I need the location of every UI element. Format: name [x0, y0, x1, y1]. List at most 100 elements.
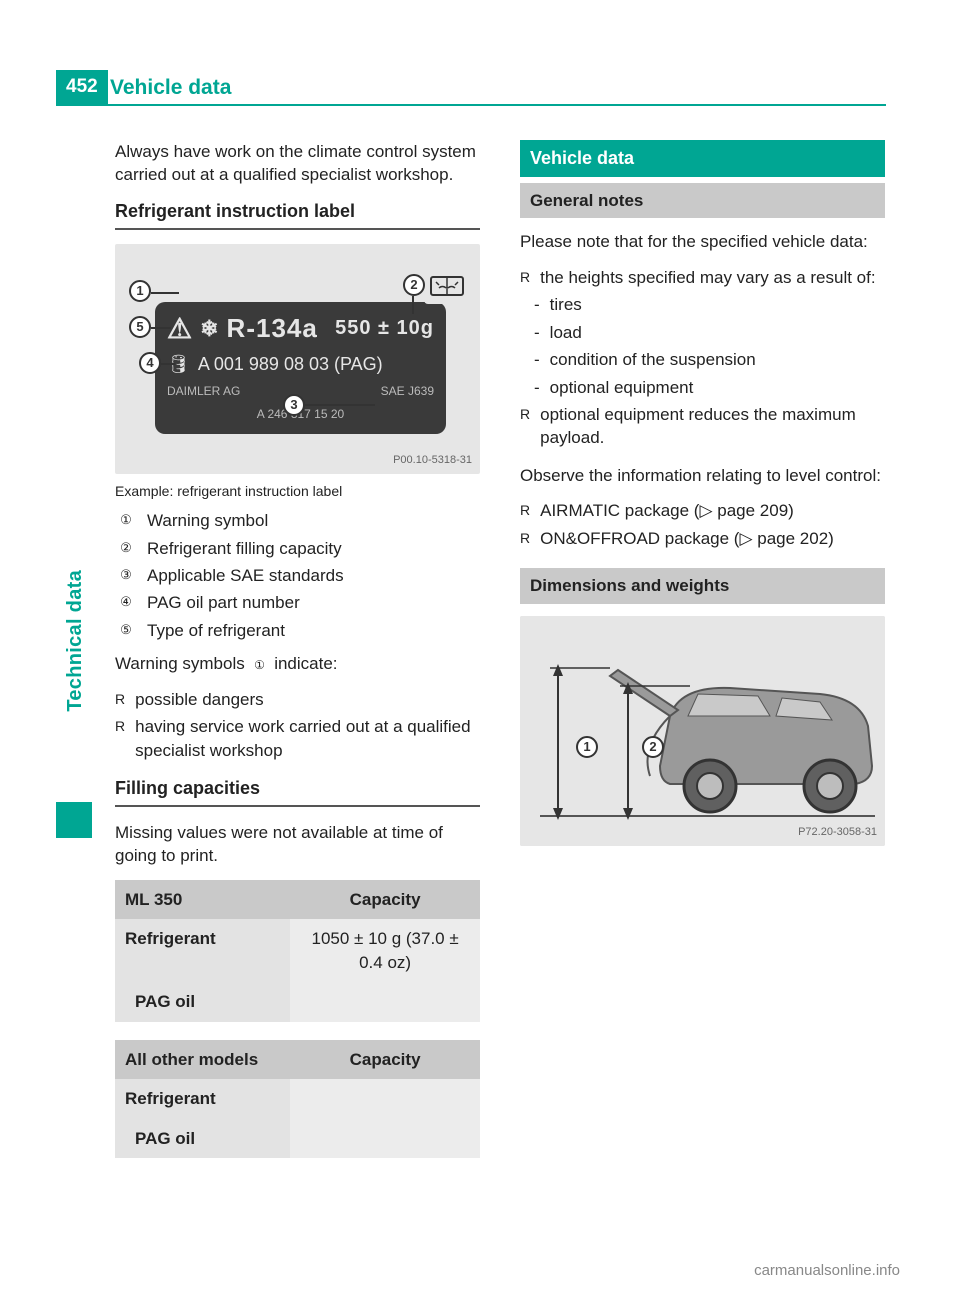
table-other-models: All other modelsCapacity Refrigerant PAG… — [115, 1040, 480, 1158]
callout-4: 4 — [139, 352, 161, 374]
level-bullets: R AIRMATIC package (▷ page 209) R ON&OFF… — [520, 499, 885, 550]
callout-2-line — [412, 296, 414, 314]
warn-intro-a: Warning symbols — [115, 654, 249, 673]
chapter-rule — [56, 104, 886, 106]
td: Refrigerant — [115, 1079, 290, 1118]
dash-text: tires — [550, 293, 582, 316]
car-callout-2: 2 — [642, 736, 664, 758]
bullet-text: possible dangers — [135, 688, 264, 711]
h-filling-capacities: Filling capacities — [115, 776, 480, 807]
label-sae: SAE J639 — [381, 383, 434, 400]
h-general-notes: General notes — [520, 183, 885, 218]
label-r134a: R-134a — [227, 311, 318, 347]
warn-intro-num: ① — [249, 655, 269, 675]
td — [290, 1079, 480, 1118]
th: Capacity — [290, 880, 480, 919]
table-ml350: ML 350Capacity Refrigerant1050 ± 10 g (3… — [115, 880, 480, 1022]
right-column: Vehicle data General notes Please note t… — [520, 140, 885, 1176]
oil-can-icon: 🛢 — [167, 352, 190, 377]
def-num: ② — [115, 537, 137, 559]
label-plate: ⚠ ❄ R-134a 550 ± 10g 🛢 A 001 989 08 03 (… — [155, 302, 446, 434]
def-text: PAG oil part number — [147, 591, 300, 614]
def-text: Applicable SAE standards — [147, 564, 344, 587]
refrigerant-label-figure: ⚠ ❄ R-134a 550 ± 10g 🛢 A 001 989 08 03 (… — [115, 244, 480, 474]
observe-para: Observe the information relating to leve… — [520, 464, 885, 487]
side-tab-block — [56, 802, 92, 838]
td: PAG oil — [115, 1119, 290, 1158]
td: Refrigerant — [115, 919, 290, 982]
h-refrigerant-label: Refrigerant instruction label — [115, 199, 480, 230]
td — [290, 982, 480, 1021]
def-num: ④ — [115, 591, 137, 613]
warning-triangle-icon: ⚠ — [167, 310, 192, 349]
def-text: Type of refrigerant — [147, 619, 285, 642]
dash-marker: - — [534, 321, 540, 344]
h-dimensions-weights: Dimensions and weights — [520, 568, 885, 603]
figure-caption: Example: refrigerant instruction label — [115, 482, 480, 501]
h-vehicle-data: Vehicle data — [520, 140, 885, 177]
footer-watermark: carmanualsonline.info — [754, 1261, 900, 1282]
th: All other models — [115, 1040, 290, 1079]
lvl1a: AIRMATIC package ( — [540, 501, 699, 520]
left-column: Always have work on the climate control … — [115, 140, 480, 1176]
dash-marker: - — [534, 348, 540, 371]
service-book-icon — [424, 268, 470, 304]
callout-3-line — [305, 404, 375, 406]
page-number: 452 — [56, 70, 108, 104]
lvl2a: ON&OFFROAD package ( — [540, 529, 739, 548]
bullet-marker: R — [520, 527, 530, 549]
th: Capacity — [290, 1040, 480, 1079]
td — [290, 1119, 480, 1158]
dash-text: condition of the suspension — [550, 348, 756, 371]
bullet-text: having service work carried out at a qua… — [135, 715, 480, 762]
gen-intro: Please note that for the specified vehic… — [520, 230, 885, 253]
bullet-marker: R — [115, 688, 125, 710]
td: PAG oil — [115, 982, 290, 1021]
callout-2: 2 — [403, 274, 425, 296]
callout-1-line — [151, 292, 179, 294]
warn-intro-b: indicate: — [269, 654, 337, 673]
def-num: ③ — [115, 564, 137, 586]
bullet-marker: R — [520, 499, 530, 521]
callout-1: 1 — [129, 280, 151, 302]
label-daimler: DAIMLER AG — [167, 383, 240, 400]
def-text: Warning symbol — [147, 509, 268, 532]
figure-code-2: P72.20-3058-31 — [798, 825, 877, 840]
definition-list: ① Warning symbol ② Refrigerant filling cap… — [115, 509, 480, 642]
page-link-icon: ▷ — [699, 501, 712, 520]
dash-text: load — [550, 321, 582, 344]
page-link-icon: ▷ — [739, 529, 752, 548]
dash-marker: - — [534, 376, 540, 399]
intro-para: Always have work on the climate control … — [115, 140, 480, 187]
lvl2b: page 202) — [753, 529, 834, 548]
car-dimensions-figure: 1 2 P72.20-3058-31 — [520, 616, 885, 846]
dash-text: optional equipment — [550, 376, 694, 399]
lvl1b: page 209) — [713, 501, 794, 520]
callout-5: 5 — [129, 316, 151, 338]
car-callout-1: 1 — [576, 736, 598, 758]
callout-5-line — [151, 327, 171, 329]
dash-marker: - — [534, 293, 540, 316]
bullet-marker: R — [115, 715, 125, 737]
warn-bullets: Rpossible dangers Rhaving service work c… — [115, 688, 480, 762]
def-num: ⑤ — [115, 619, 137, 641]
side-tab: Technical data — [62, 570, 90, 712]
def-text: Refrigerant filling capacity — [147, 537, 342, 560]
chapter-title: Vehicle data — [110, 70, 231, 103]
th: ML 350 — [115, 880, 290, 919]
bullet-text: ON&OFFROAD package (▷ page 202) — [540, 527, 834, 550]
snowflake-icon: ❄ — [200, 314, 218, 344]
bullet-marker: R — [520, 266, 530, 288]
bullet-marker: R — [520, 403, 530, 425]
bullet-text: optional equipment reduces the maximum p… — [540, 403, 885, 450]
fill-note: Missing values were not available at tim… — [115, 821, 480, 868]
def-num: ① — [115, 509, 137, 531]
gen-bullets: Rthe heights specified may vary as a res… — [520, 266, 885, 450]
label-qty: 550 ± 10g — [335, 315, 434, 343]
bullet-text: the heights specified may vary as a resu… — [540, 266, 875, 289]
figure-code-1: P00.10-5318-31 — [393, 453, 472, 468]
td: 1050 ± 10 g (37.0 ± 0.4 oz) — [290, 919, 480, 982]
warn-symbols-intro: Warning symbols ① indicate: — [115, 652, 480, 675]
car-svg — [520, 616, 885, 846]
bullet-text: AIRMATIC package (▷ page 209) — [540, 499, 794, 522]
